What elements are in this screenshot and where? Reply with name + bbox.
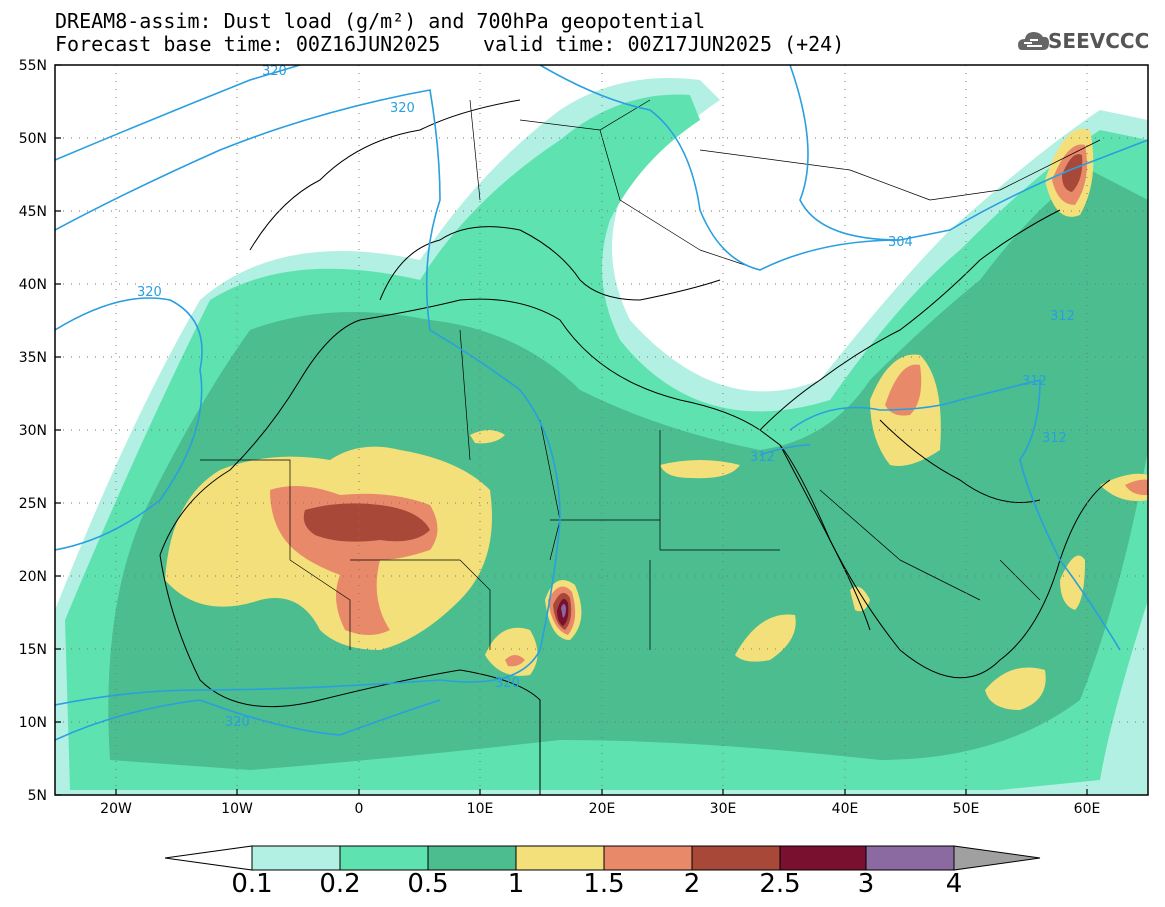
- lon-label: 30E: [710, 801, 737, 817]
- map-title: DREAM8-assim: Dust load (g/m²) and 700hP…: [55, 9, 706, 33]
- colorbar-bin: [865, 845, 955, 871]
- contour-label: 320: [137, 285, 162, 300]
- colorbar: [164, 845, 1041, 871]
- colorbar-label: 0.5: [407, 869, 449, 899]
- contour-label: 320: [390, 101, 415, 116]
- valid-time: valid time: 00Z17JUN2025 (+24): [483, 32, 845, 56]
- lon-label: 50E: [953, 801, 980, 817]
- cloud-logo-icon: [1018, 32, 1049, 50]
- colorbar-label: 1.5: [583, 869, 625, 899]
- lat-label: 35N: [19, 350, 47, 366]
- colorbar-bin: [339, 845, 429, 871]
- contour-label: 312: [750, 450, 775, 465]
- contour-label: 320: [225, 715, 250, 730]
- lon-label: 20W: [100, 801, 132, 817]
- contour-label: 312: [1050, 309, 1075, 324]
- base-time: Forecast base time: 00Z16JUN2025: [55, 32, 441, 56]
- coastline: [159, 298, 1111, 679]
- colorbar-bin: [603, 845, 693, 871]
- colorbar-label: 2.5: [759, 869, 801, 899]
- colorbar-label: 3: [857, 869, 875, 899]
- lon-label: 10E: [467, 801, 494, 817]
- colorbar-bin: [251, 845, 341, 871]
- colorbar-bin: [779, 845, 867, 871]
- lat-label: 30N: [19, 423, 47, 439]
- lat-label: 50N: [19, 131, 47, 147]
- lon-label: 60E: [1074, 801, 1101, 817]
- logo-text: SEEVCCC: [1048, 29, 1150, 53]
- lat-label: 40N: [19, 277, 47, 293]
- colorbar-label: 1: [507, 869, 525, 899]
- contour-label: 304: [888, 235, 913, 250]
- lat-label: 10N: [19, 715, 47, 731]
- colorbar-bin: [515, 845, 605, 871]
- colorbar-bin: [427, 845, 517, 871]
- lon-label: 20E: [589, 801, 616, 817]
- lat-label: 45N: [19, 204, 47, 220]
- dust-level-3: [561, 604, 566, 618]
- colorbar-high-arrow: [953, 845, 1041, 871]
- lat-label: 5N: [28, 788, 47, 804]
- lon-label: 10W: [221, 801, 253, 817]
- contour-label: 312: [1022, 374, 1047, 389]
- lat-label: 55N: [19, 58, 47, 74]
- contour-label: 320: [495, 676, 520, 691]
- lon-label: 0: [355, 801, 364, 817]
- geopotential-contour: [55, 65, 301, 161]
- lat-label: 20N: [19, 569, 47, 585]
- contour-label: 312: [1042, 431, 1067, 446]
- lat-label: 25N: [19, 496, 47, 512]
- dust-level-2: [303, 503, 430, 542]
- colorbar-low-arrow: [164, 845, 253, 871]
- lat-label: 15N: [19, 642, 47, 658]
- contour-label: 320: [262, 64, 287, 79]
- forecast-time-line: Forecast base time: 00Z16JUN2025 valid ti…: [55, 32, 844, 56]
- colorbar-label: 0.2: [319, 869, 361, 899]
- colorbar-bin: [691, 845, 781, 871]
- colorbar-label: 2: [683, 869, 701, 899]
- lon-label: 40E: [832, 801, 859, 817]
- colorbar-label: 4: [945, 869, 963, 899]
- colorbar-label: 0.1: [231, 869, 273, 899]
